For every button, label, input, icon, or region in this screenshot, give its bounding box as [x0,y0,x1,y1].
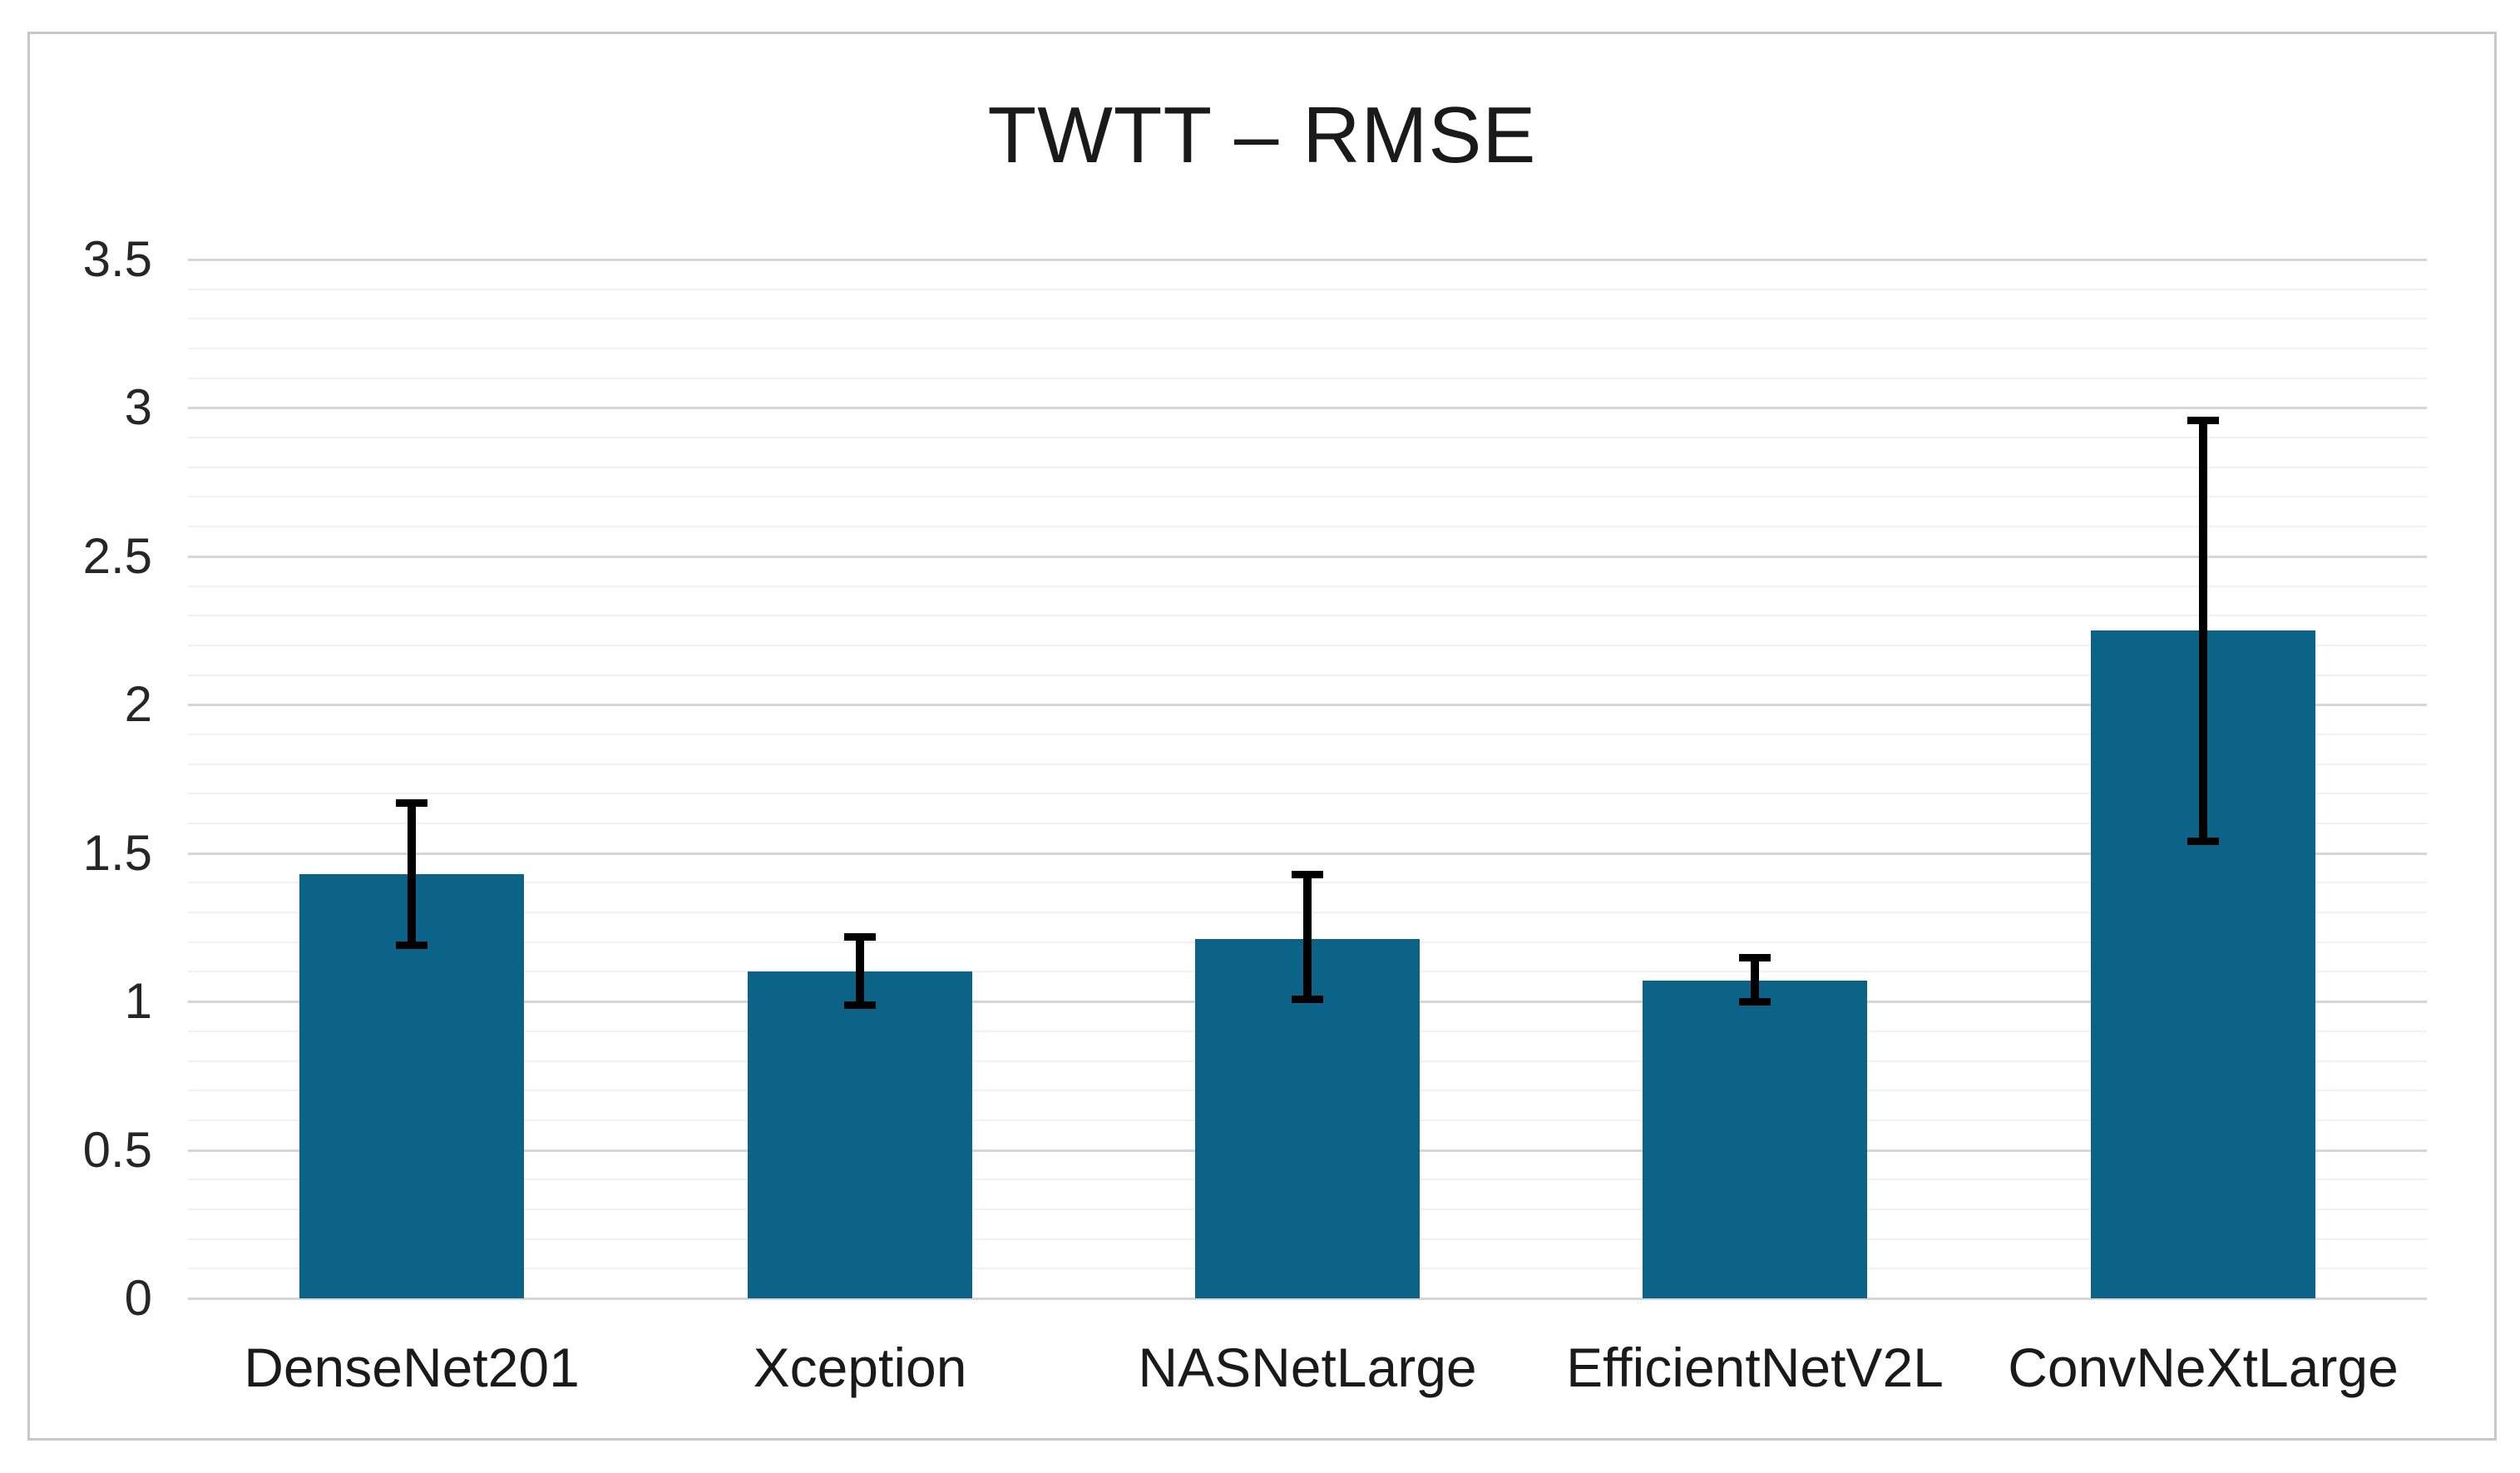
y-major-gridline [188,1298,2427,1300]
error-bar-cap-bottom [396,942,427,949]
y-tick-label: 2.5 [82,528,152,584]
error-bar-cap-bottom [844,1001,876,1009]
error-bar-cap-top [844,933,876,941]
error-bar-cap-bottom [1739,998,1771,1006]
y-major-gridline [188,407,2427,409]
error-bar-line [856,937,864,1005]
y-tick-label: 2 [124,676,152,732]
x-category-label: ConvNeXtLarge [2008,1337,2399,1398]
bar-Xception [748,971,972,1298]
y-tick-label: 0.5 [82,1122,152,1178]
error-bar-cap-top [2187,417,2219,424]
y-minor-gridline [188,793,2427,794]
y-minor-gridline [188,467,2427,468]
error-bar-cap-bottom [1292,996,1323,1003]
y-tick-label: 3 [124,379,152,435]
bar-EfficientNetV2L [1643,981,1867,1298]
y-minor-gridline [188,615,2427,616]
error-bar-cap-bottom [2187,838,2219,845]
y-minor-gridline [188,764,2427,765]
y-minor-gridline [188,289,2427,290]
y-tick-label: 3.5 [82,231,152,287]
y-minor-gridline [188,318,2427,319]
x-category-label: DenseNet201 [244,1337,580,1398]
error-bar-cap-top [1739,954,1771,961]
error-bar-line [2199,420,2207,841]
y-minor-gridline [188,437,2427,438]
x-category-label: EfficientNetV2L [1566,1337,1944,1398]
y-minor-gridline [188,645,2427,646]
y-major-gridline [188,853,2427,855]
y-major-gridline [188,259,2427,261]
y-minor-gridline [188,675,2427,676]
y-minor-gridline [188,526,2427,527]
error-bar-line [1303,874,1312,999]
y-tick-label: 1 [124,973,152,1029]
y-tick-label: 0 [124,1270,152,1326]
error-bar-cap-top [396,799,427,807]
y-minor-gridline [188,348,2427,349]
y-minor-gridline [188,496,2427,497]
error-bar-line [1751,957,1759,1001]
error-bar-line [408,803,416,945]
x-category-label: Xception [753,1337,967,1398]
y-major-gridline [188,704,2427,706]
y-major-gridline [188,556,2427,558]
y-minor-gridline [188,823,2427,824]
x-category-label: NASNetLarge [1138,1337,1477,1398]
chart-title: TWTT – RMSE [987,91,1537,180]
y-tick-label: 1.5 [82,825,152,881]
y-minor-gridline [188,734,2427,735]
error-bar-cap-top [1292,871,1323,878]
y-minor-gridline [188,586,2427,587]
y-minor-gridline [188,378,2427,379]
